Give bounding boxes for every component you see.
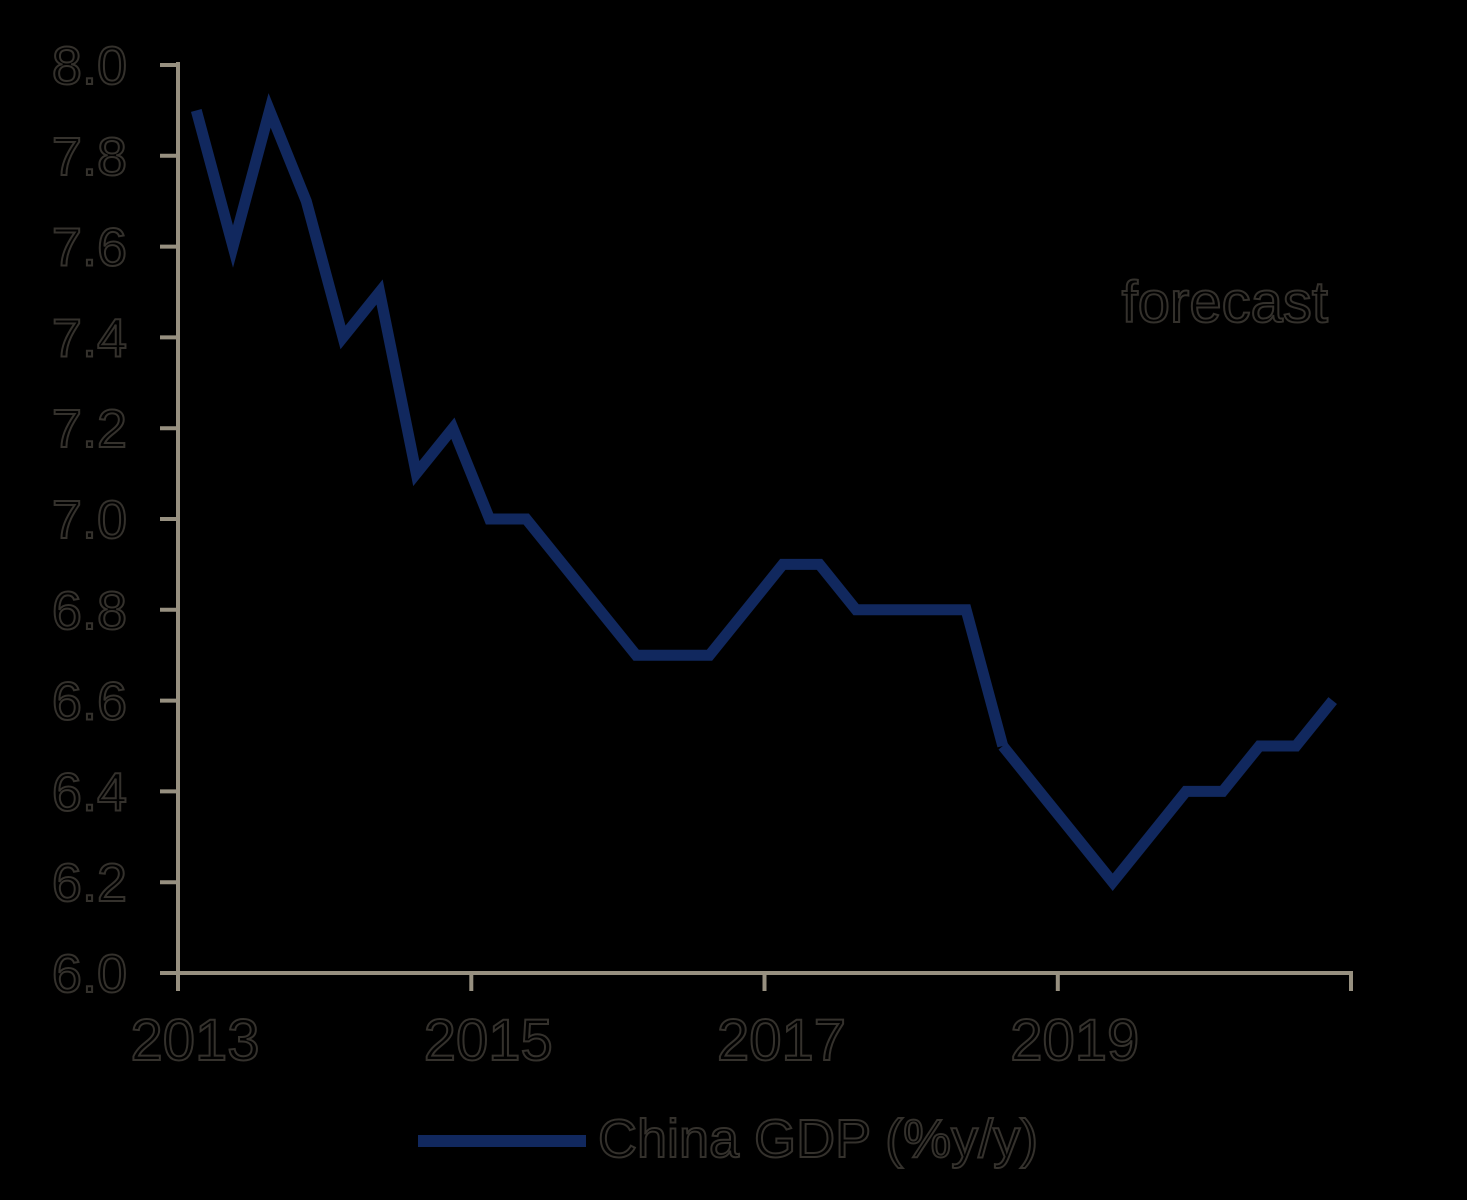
x-axis-label: 2013 (130, 1008, 259, 1073)
gdp-line-forecast (998, 697, 1337, 891)
y-axis-label: 8.0 (52, 36, 127, 96)
gdp-line-history (190, 93, 1009, 748)
y-axis-label: 6.0 (52, 944, 127, 1004)
y-axis-label: 7.2 (52, 399, 127, 459)
axis-and-ticks (160, 62, 1353, 991)
legend: China GDP (%y/y) (418, 1108, 1039, 1170)
y-axis-label: 6.2 (52, 853, 127, 913)
x-axis-label: 2019 (1010, 1008, 1139, 1073)
y-axis-label: 6.8 (52, 581, 127, 641)
y-axis-label: 6.6 (52, 672, 127, 732)
y-axis-label: 7.6 (52, 218, 127, 278)
legend-label: China GDP (%y/y) (598, 1109, 1038, 1169)
y-axis-label: 7.8 (52, 127, 127, 187)
y-axis-label: 6.4 (52, 762, 127, 822)
y-axis-label: 7.4 (52, 308, 127, 368)
x-axis-label: 2015 (424, 1008, 553, 1073)
plot-area (190, 93, 1337, 891)
y-axis-label: 7.0 (52, 490, 127, 550)
forecast-annotation: forecast (1122, 270, 1328, 335)
x-axis-label: 2017 (717, 1008, 846, 1073)
